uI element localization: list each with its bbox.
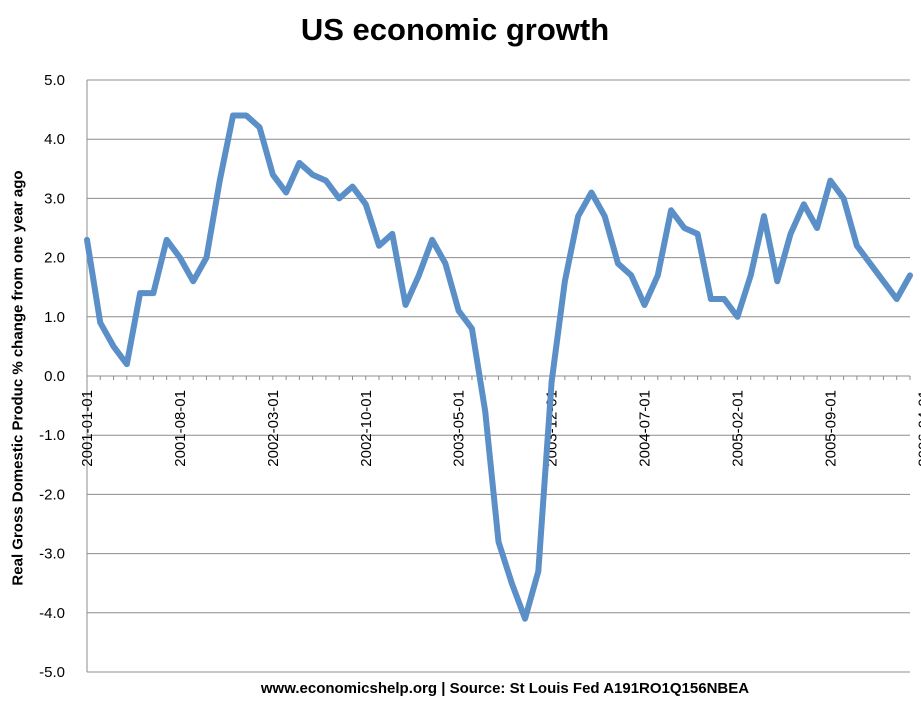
- x-tick-label: 2001-01-01: [79, 390, 96, 467]
- x-tick-label: 2002-03-01: [265, 390, 282, 467]
- series-layer: [84, 112, 913, 622]
- x-tick-label: 2001-08-01: [172, 390, 189, 467]
- x-axis: 2001-01-01 2001-08-01 2002-03-01 2002-10-01…: [79, 375, 921, 467]
- y-tick-label: 0.0: [44, 368, 65, 385]
- y-tick-label: -3.0: [39, 546, 65, 563]
- chart-title: US economic growth: [300, 12, 610, 47]
- x-tick-label: 2005-02-01: [729, 390, 746, 467]
- y-tick-label: 2.0: [44, 250, 65, 267]
- y-tick-label: 1.0: [44, 309, 65, 326]
- y-tick-label: -2.0: [39, 486, 65, 503]
- series-line: [84, 112, 913, 622]
- y-tick-label: 5.0: [44, 72, 65, 89]
- gridlines: [87, 79, 910, 673]
- y-tick-label: 3.0: [44, 190, 65, 207]
- x-tick-label: 2003-05-01: [451, 390, 468, 467]
- y-tick-label: -5.0: [39, 664, 65, 681]
- y-axis: 5.0 4.0 3.0 2.0 1.0 0.0 -1.0 -2.0 -3.0 -4.0 -5.0: [39, 72, 88, 681]
- y-tick-label: 4.0: [44, 131, 65, 148]
- x-tick-label: 2004-07-01: [637, 390, 654, 467]
- x-tick-label: 2005-09-01: [822, 390, 839, 467]
- y-tick-label: -1.0: [39, 427, 65, 444]
- x-tick-label: 2002-10-01: [358, 390, 375, 467]
- source-note: www.economicshelp.org | Source: St Louis…: [260, 680, 750, 697]
- x-tick-label: 2006-04-01: [915, 390, 921, 467]
- y-tick-label: -4.0: [39, 605, 65, 622]
